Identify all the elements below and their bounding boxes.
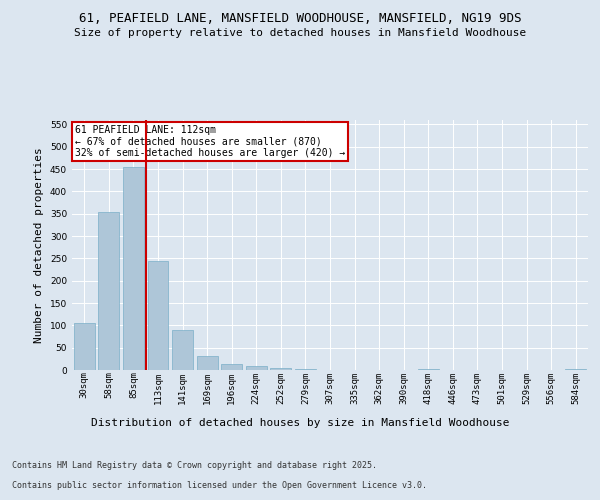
Bar <box>172 330 193 370</box>
Bar <box>565 368 586 370</box>
Text: 61 PEAFIELD LANE: 112sqm
← 67% of detached houses are smaller (870)
32% of semi-: 61 PEAFIELD LANE: 112sqm ← 67% of detach… <box>74 125 345 158</box>
Text: Distribution of detached houses by size in Mansfield Woodhouse: Distribution of detached houses by size … <box>91 418 509 428</box>
Bar <box>418 368 439 370</box>
Bar <box>148 260 169 370</box>
Text: 61, PEAFIELD LANE, MANSFIELD WOODHOUSE, MANSFIELD, NG19 9DS: 61, PEAFIELD LANE, MANSFIELD WOODHOUSE, … <box>79 12 521 26</box>
Text: Contains public sector information licensed under the Open Government Licence v3: Contains public sector information licen… <box>12 481 427 490</box>
Bar <box>271 368 292 370</box>
Bar <box>197 356 218 370</box>
Bar <box>221 364 242 370</box>
Bar <box>74 323 95 370</box>
Text: Contains HM Land Registry data © Crown copyright and database right 2025.: Contains HM Land Registry data © Crown c… <box>12 461 377 470</box>
Y-axis label: Number of detached properties: Number of detached properties <box>34 147 44 343</box>
Bar <box>246 366 267 370</box>
Bar <box>123 167 144 370</box>
Bar <box>295 369 316 370</box>
Text: Size of property relative to detached houses in Mansfield Woodhouse: Size of property relative to detached ho… <box>74 28 526 38</box>
Bar <box>98 212 119 370</box>
